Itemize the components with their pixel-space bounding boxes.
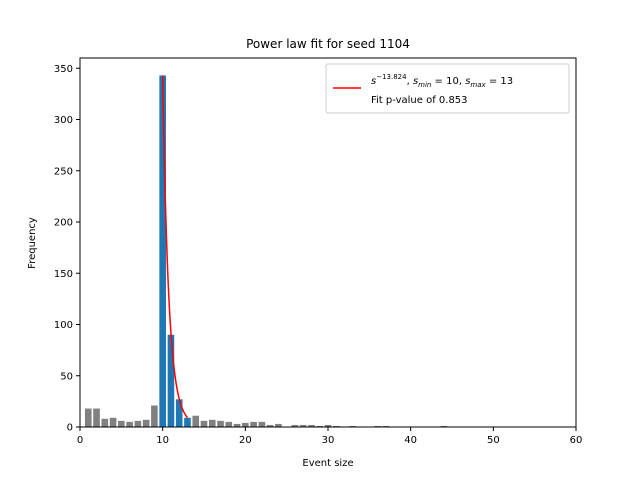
legend-smax-symbol: s <box>465 76 470 87</box>
legend-smax-sub: max <box>470 81 486 89</box>
y-axis-label: Frequency <box>27 217 38 269</box>
legend-box <box>325 63 570 114</box>
y-tick-label: 250 <box>54 166 73 177</box>
bar <box>93 408 100 427</box>
bar <box>250 421 257 428</box>
x-axis: 0 10 20 30 40 50 60 <box>77 427 583 446</box>
bar <box>184 417 191 427</box>
x-tick-label: 10 <box>156 435 169 446</box>
bar <box>349 425 357 427</box>
legend-fit-label: s−13.824, smin = 10, smax = 13 <box>371 73 513 89</box>
legend-sep: , <box>407 76 413 87</box>
bar <box>200 420 208 427</box>
x-tick-label: 60 <box>570 435 583 446</box>
x-axis-label: Event size <box>302 458 353 469</box>
bar <box>208 419 216 427</box>
bar <box>109 417 117 427</box>
bar <box>233 423 241 427</box>
bar <box>159 75 166 428</box>
legend-pvalue: Fit p-value of 0.853 <box>371 95 468 106</box>
bar <box>242 422 249 427</box>
x-tick-label: 30 <box>322 435 335 446</box>
fit-curve <box>161 75 189 419</box>
bar <box>217 420 224 427</box>
bar <box>258 421 266 428</box>
legend-smax-value: = 13 <box>486 76 513 87</box>
bar <box>225 421 233 428</box>
bar <box>192 415 200 427</box>
bar <box>126 421 133 428</box>
bar <box>324 424 332 427</box>
legend-exponent: −13.824 <box>376 73 407 81</box>
legend: s−13.824, smin = 10, smax = 13 Fit p-val… <box>325 63 570 114</box>
x-tick-label: 50 <box>487 435 500 446</box>
bar <box>382 425 390 427</box>
bars-layer <box>84 75 448 428</box>
bar <box>151 405 158 427</box>
bar <box>308 424 315 427</box>
bar <box>84 408 92 427</box>
legend-smin-sub: min <box>418 81 431 89</box>
bar <box>266 424 274 427</box>
bar <box>374 425 381 427</box>
bar <box>167 334 175 427</box>
bar <box>134 420 142 427</box>
y-tick-label: 200 <box>54 218 73 229</box>
bar <box>332 425 340 427</box>
bar <box>316 425 324 427</box>
bar <box>275 423 282 427</box>
y-tick-label: 150 <box>54 269 73 280</box>
y-tick-label: 350 <box>54 64 73 75</box>
bar <box>118 420 125 427</box>
legend-s: s <box>371 76 376 87</box>
bar <box>299 424 307 427</box>
legend-smin-value: = 10, <box>431 76 465 87</box>
y-tick-label: 100 <box>54 320 73 331</box>
bar <box>440 425 448 427</box>
y-tick-label: 0 <box>67 423 73 434</box>
y-tick-label: 50 <box>60 371 73 382</box>
y-tick-label: 300 <box>54 115 73 126</box>
x-tick-label: 20 <box>239 435 252 446</box>
y-axis: 0 50 100 150 200 250 300 350 <box>54 64 80 434</box>
bar <box>142 419 150 427</box>
chart-title: Power law fit for seed 1104 <box>246 37 410 51</box>
x-tick-label: 40 <box>404 435 417 446</box>
bar <box>175 399 183 427</box>
x-tick-label: 0 <box>77 435 83 446</box>
legend-smin-symbol: s <box>413 76 418 87</box>
bar <box>291 424 299 427</box>
bar <box>101 418 109 427</box>
